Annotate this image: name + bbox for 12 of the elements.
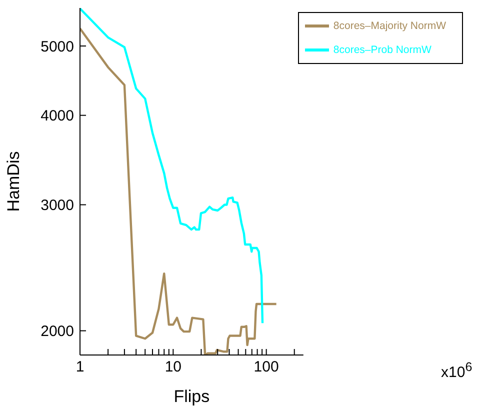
x-tick-label: 100 <box>254 358 279 376</box>
y-tick-label: 2000 <box>40 323 74 340</box>
y-tick-label: 3000 <box>40 197 74 214</box>
x-tick-label: 1 <box>76 358 84 376</box>
x-tick-label: 10 <box>164 358 182 376</box>
legend-label: 8cores–Prob NormW <box>333 44 432 56</box>
legend-label: 8cores–Majority NormW <box>333 20 446 32</box>
text: x10$^{6}$ <box>441 360 472 381</box>
y-axis-title: HamDis <box>4 151 24 212</box>
y-tick-label: 5000 <box>40 38 74 56</box>
x-axis-title: Flips <box>174 387 210 406</box>
y-tick-label: 4000 <box>40 108 74 125</box>
